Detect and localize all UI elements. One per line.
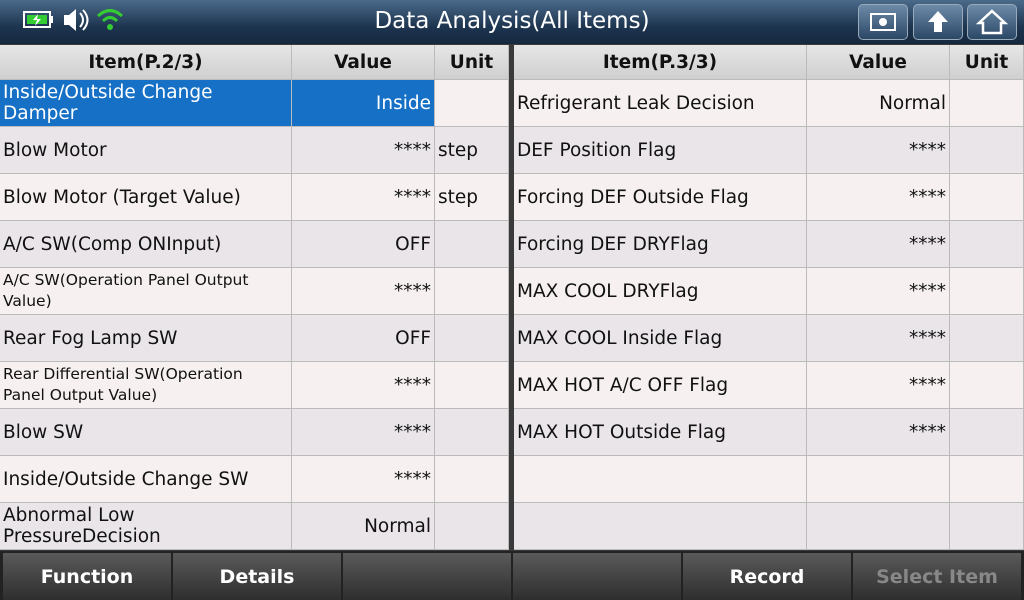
unit-cell (435, 362, 509, 409)
value-cell: Normal (807, 80, 950, 127)
value-cell (807, 456, 950, 503)
value-cell: **** (292, 362, 435, 409)
column-header: Unit (435, 45, 509, 80)
title: Data Analysis(All Items) (374, 8, 650, 34)
item-cell: Abnormal Low PressureDecision (0, 503, 292, 550)
back-button[interactable] (913, 4, 963, 40)
function-button[interactable]: Function (3, 553, 171, 600)
unit-cell (950, 127, 1024, 174)
value-cell: **** (292, 409, 435, 456)
value-cell: **** (807, 174, 950, 221)
value-cell: **** (807, 409, 950, 456)
column-header: Value (807, 45, 950, 80)
column-header: Item(P.2/3) (0, 45, 292, 80)
unit-cell (950, 315, 1024, 362)
value-cell: OFF (292, 221, 435, 268)
item-cell: Blow SW (0, 409, 292, 456)
screenshot-button[interactable] (858, 4, 908, 40)
value-cell: OFF (292, 315, 435, 362)
unit-cell (950, 174, 1024, 221)
unit-cell (950, 221, 1024, 268)
value-cell: Normal (292, 503, 435, 550)
column-header: Item(P.3/3) (514, 45, 807, 80)
item-cell (514, 456, 807, 503)
details-button[interactable]: Details (173, 553, 341, 600)
title-bar: Data Analysis(All Items) (0, 0, 1024, 44)
column-header: Unit (950, 45, 1024, 80)
unit-cell (950, 456, 1024, 503)
footer: Function Details Record Select Item (0, 551, 1024, 600)
unit-cell (435, 315, 509, 362)
item-cell: Rear Fog Lamp SW (0, 315, 292, 362)
unit-cell (435, 503, 509, 550)
item-cell: MAX HOT A/C OFF Flag (514, 362, 807, 409)
item-cell (514, 503, 807, 550)
value-cell: **** (292, 456, 435, 503)
value-cell: **** (807, 268, 950, 315)
item-cell: Refrigerant Leak Decision (514, 80, 807, 127)
right-table: Item(P.3/3) Value Unit Refrigerant Leak Dec… (514, 45, 1024, 550)
status-icons (23, 9, 124, 31)
item-cell: Inside/Outside Change SW (0, 456, 292, 503)
unit-cell (950, 80, 1024, 127)
item-cell: A/C SW(Operation Panel Output Value) (0, 268, 292, 315)
item-cell: MAX COOL Inside Flag (514, 315, 807, 362)
unit-cell (435, 268, 509, 315)
item-cell: MAX COOL DRYFlag (514, 268, 807, 315)
item-cell: Rear Differential SW(Operation Panel Out… (0, 362, 292, 409)
unit-cell (435, 409, 509, 456)
value-cell: Inside (292, 80, 435, 127)
value-cell: **** (807, 362, 950, 409)
unit-cell (950, 409, 1024, 456)
value-cell: **** (292, 174, 435, 221)
unit-cell: step (435, 127, 509, 174)
unit-cell (435, 456, 509, 503)
empty-button (513, 553, 681, 600)
item-cell: Blow Motor (0, 127, 292, 174)
item-cell: A/C SW(Comp ONInput) (0, 221, 292, 268)
unit-cell (435, 221, 509, 268)
item-cell: MAX HOT Outside Flag (514, 409, 807, 456)
unit-cell (950, 362, 1024, 409)
unit-cell (950, 268, 1024, 315)
column-header: Value (292, 45, 435, 80)
unit-cell (435, 80, 509, 127)
empty-button (343, 553, 511, 600)
left-table: Item(P.2/3) Value Unit Inside/Outside Chang… (0, 45, 509, 550)
item-cell: DEF Position Flag (514, 127, 807, 174)
value-cell: **** (807, 127, 950, 174)
value-cell: **** (807, 221, 950, 268)
value-cell (807, 503, 950, 550)
item-cell: Inside/Outside Change Damper (0, 80, 292, 127)
select-item-button[interactable]: Select Item (853, 553, 1021, 600)
value-cell: **** (292, 127, 435, 174)
value-cell: **** (292, 268, 435, 315)
item-cell: Blow Motor (Target Value) (0, 174, 292, 221)
unit-cell: step (435, 174, 509, 221)
item-cell: Forcing DEF DRYFlag (514, 221, 807, 268)
value-cell: **** (807, 315, 950, 362)
item-cell: Forcing DEF Outside Flag (514, 174, 807, 221)
home-button[interactable] (967, 4, 1017, 40)
unit-cell (950, 503, 1024, 550)
record-button[interactable]: Record (683, 553, 851, 600)
